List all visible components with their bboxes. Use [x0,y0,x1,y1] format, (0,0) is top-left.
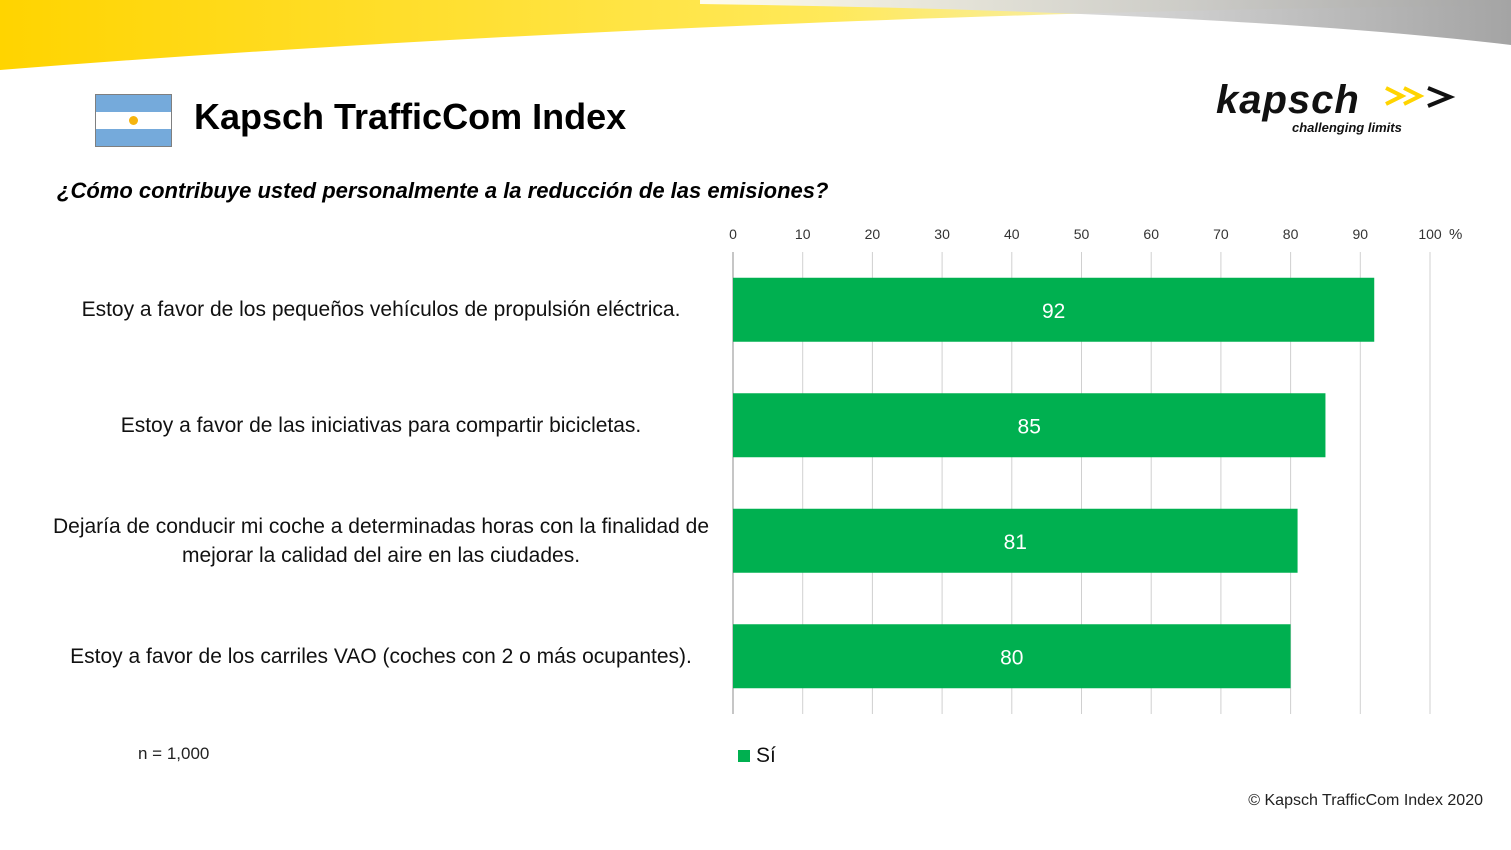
slide-title: Kapsch TrafficCom Index [194,96,627,137]
header-band [0,0,1511,70]
tick-labels: 0 10 20 30 40 50 60 70 80 90 100% [729,226,1462,243]
data-label: 92 [1042,300,1065,323]
tick-label-90: 90 [1353,226,1369,242]
tick-label-50: 50 [1074,226,1090,242]
logo-tagline: challenging limits [1292,120,1402,135]
category-label: Estoy a favor de los pequeños vehículos … [81,298,681,322]
data-label: 85 [1018,415,1041,438]
category-label: Estoy a favor de los carriles VAO (coche… [70,644,692,668]
sample-size-note: n = 1,000 [138,744,210,763]
legend: Sí [738,744,776,768]
chart-title: ¿Cómo contribuye usted personalmente a l… [57,178,829,203]
data-label: 81 [1004,531,1027,554]
logo-wordmark: kapsch [1216,78,1360,122]
data-label: 80 [1000,646,1023,669]
argentina-flag-icon [95,94,172,147]
legend-label: Sí [756,744,776,767]
bar [733,277,1375,342]
legend-swatch [738,750,750,762]
tick-label-0: 0 [729,226,737,242]
tick-label-40: 40 [1004,226,1020,242]
tick-label-10: 10 [795,226,811,242]
tick-label-60: 60 [1143,226,1159,242]
kapsch-logo: kapsch challenging limits [1210,78,1460,140]
bar [733,624,1291,689]
bars-layer: 92 85 81 80 [733,277,1375,689]
category-label: Estoy a favor de las iniciativas para co… [120,413,642,437]
tick-label-80: 80 [1283,226,1299,242]
axis-unit-label: % [1449,226,1462,243]
copyright: © Kapsch TrafficCom Index 2020 [1248,792,1483,809]
category-label: Dejaría de conducir mi coche a determina… [52,514,710,567]
bar [733,508,1298,573]
tick-label-70: 70 [1213,226,1229,242]
tick-label-100: 100 [1418,226,1442,242]
logo-arrows-icon [1385,86,1456,108]
bar [733,393,1326,458]
tick-label-30: 30 [934,226,950,242]
tick-label-20: 20 [865,226,881,242]
